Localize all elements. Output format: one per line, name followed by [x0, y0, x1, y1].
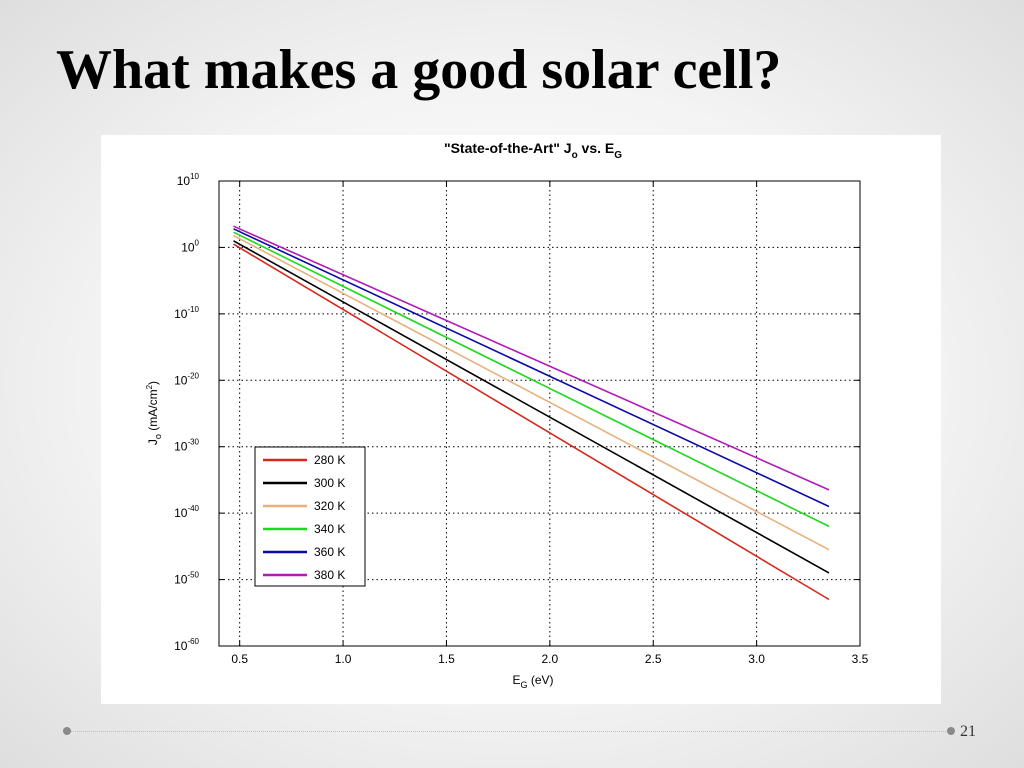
series-line-280k — [233, 243, 830, 601]
chart-title-sub1: o — [572, 150, 578, 161]
series-line-380k — [233, 225, 830, 491]
jo-vs-eg-chart: 0.5 1.0 1.5 2.0 2.5 3.0 3.5 1010 100 10-10 10-20 10… — [101, 135, 941, 704]
plot-frame — [218, 180, 861, 647]
chart-title-sub2: G — [614, 150, 622, 161]
legend-label: 280 K — [314, 453, 345, 467]
legend-box — [254, 446, 366, 587]
tick-layer: 0.5 1.0 1.5 2.0 2.5 3.0 3.5 1010 100 10-10 10-20 10… — [174, 172, 869, 666]
chart-title: "State-of-the-Art" Jo vs. EG — [444, 140, 622, 161]
x-axis-label-main: E — [512, 673, 520, 687]
page-number: 21 — [960, 723, 976, 740]
x-tick-label: 0.5 — [231, 652, 248, 666]
x-axis-label-sub: G — [520, 680, 527, 690]
x-axis-label-unit: (eV) — [528, 673, 554, 687]
y-axis-label-sup: 2 — [145, 384, 154, 389]
x-axis-label: EG (eV) — [512, 673, 553, 690]
chart-title-main: "State-of-the-Art" J — [444, 140, 572, 156]
y-tick-label: 100 — [181, 238, 199, 254]
y-tick-label: 10-20 — [174, 371, 199, 387]
legend-label: 380 K — [314, 568, 345, 582]
y-axis-label: Jo (mA/cm2) — [145, 381, 163, 445]
x-tick-label: 2.5 — [645, 652, 662, 666]
x-tick-label: 1.0 — [335, 652, 352, 666]
legend-label: 320 K — [314, 499, 345, 513]
series-line-360k — [233, 228, 830, 508]
y-tick-label: 10-30 — [174, 438, 199, 454]
chart-background — [101, 135, 941, 704]
x-tick-label: 2.0 — [541, 652, 558, 666]
x-tick-label: 3.0 — [748, 652, 765, 666]
y-tick-label: 10-40 — [174, 504, 199, 520]
y-axis-label-close: ) — [146, 381, 160, 385]
x-tick-label: 3.5 — [852, 652, 869, 666]
y-axis-label-sub: o — [153, 434, 163, 439]
legend: 280 K 300 K 320 K 340 K 360 K 380 K — [254, 446, 366, 587]
series-line-320k — [233, 234, 830, 551]
footer-dot-left — [63, 727, 71, 735]
y-tick-label: 10-10 — [174, 305, 199, 321]
slide-title: What makes a good solar cell? — [56, 39, 782, 101]
legend-label: 360 K — [314, 545, 345, 559]
y-axis-label-main: J — [146, 439, 160, 445]
legend-label: 300 K — [314, 476, 345, 490]
y-tick-label: 10-60 — [174, 637, 199, 653]
footer-dot-right — [947, 727, 955, 735]
legend-label: 340 K — [314, 522, 345, 536]
x-tick-label: 1.5 — [438, 652, 455, 666]
footer-divider — [66, 731, 952, 732]
chart-title-mid: vs. E — [578, 140, 615, 156]
y-tick-label: 1010 — [177, 172, 200, 188]
series-line-340k — [233, 231, 830, 528]
series-line-300k — [233, 240, 830, 574]
y-tick-label: 10-50 — [174, 571, 199, 587]
series-layer — [233, 225, 830, 601]
figure-panel: 0.5 1.0 1.5 2.0 2.5 3.0 3.5 1010 100 10-10 10-20 10… — [101, 135, 941, 704]
y-axis-label-unit: (mA/cm — [146, 389, 160, 434]
